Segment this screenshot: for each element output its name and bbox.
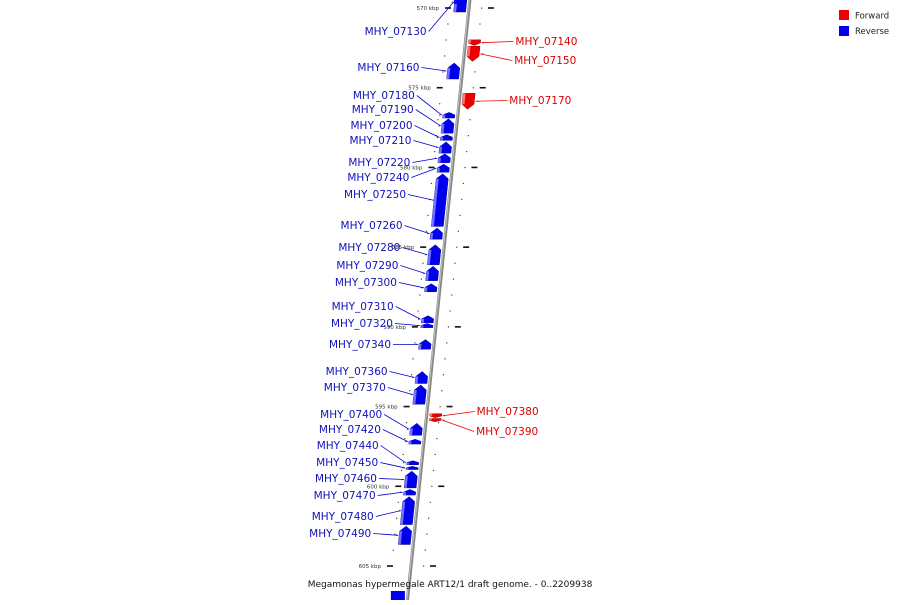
- gene-feature[interactable]: [444, 63, 459, 79]
- gene-label[interactable]: MHY_07370: [324, 382, 413, 395]
- gene-label[interactable]: MHY_07310: [332, 301, 421, 319]
- legend-reverse-swatch: [839, 26, 849, 36]
- gene-label-text[interactable]: MHY_07220: [348, 157, 410, 169]
- gene-label-text[interactable]: MHY_07320: [331, 318, 393, 330]
- genome-caption: Megamonas hypermegale ART12/1 draft geno…: [308, 580, 593, 590]
- gene-label-text[interactable]: MHY_07400: [320, 409, 382, 421]
- gene-feature[interactable]: [399, 497, 414, 525]
- ruler-tick-label: 605 kbp: [359, 564, 382, 570]
- gene-label-text[interactable]: MHY_07300: [335, 277, 397, 289]
- gene-label[interactable]: MHY_07220: [348, 157, 437, 169]
- gene-label[interactable]: MHY_07320: [331, 318, 420, 330]
- gene-label[interactable]: MHY_07470: [314, 490, 403, 502]
- gene-label[interactable]: MHY_07170: [475, 95, 571, 107]
- gene-label-text[interactable]: MHY_07150: [514, 55, 576, 67]
- gene-label[interactable]: MHY_07380: [443, 406, 539, 418]
- gene-label-text[interactable]: MHY_07280: [338, 242, 400, 254]
- gene-label-text[interactable]: MHY_07440: [317, 440, 379, 452]
- gene-label-text[interactable]: MHY_07290: [336, 260, 398, 272]
- gene-label-text[interactable]: MHY_07370: [324, 382, 386, 394]
- gene-label-text[interactable]: MHY_07470: [314, 490, 376, 502]
- gene-label-text[interactable]: MHY_07210: [349, 135, 411, 147]
- gene-label-text[interactable]: MHY_07180: [353, 90, 415, 102]
- gene-label[interactable]: MHY_07360: [326, 366, 415, 378]
- gene-feature[interactable]: [425, 245, 440, 265]
- gene-label-text[interactable]: MHY_07170: [509, 95, 571, 107]
- gene-label-text[interactable]: MHY_07480: [312, 511, 374, 523]
- gene-label[interactable]: MHY_07250: [344, 189, 433, 201]
- gene-label[interactable]: MHY_07450: [316, 457, 405, 469]
- gene-label[interactable]: MHY_07420: [319, 424, 408, 442]
- gene-label[interactable]: MHY_07390: [442, 420, 538, 438]
- gene-label[interactable]: MHY_07160: [357, 62, 446, 74]
- gene-label[interactable]: MHY_07490: [309, 528, 398, 540]
- gene-label[interactable]: MHY_07460: [315, 473, 404, 485]
- gene-label-text[interactable]: MHY_07250: [344, 189, 406, 201]
- gene-label-text[interactable]: MHY_07310: [332, 301, 394, 313]
- gene-label[interactable]: MHY_07480: [312, 511, 401, 523]
- gene-label[interactable]: MHY_07290: [336, 260, 425, 273]
- gene-label[interactable]: MHY_07260: [341, 220, 430, 234]
- gene-feature[interactable]: [423, 266, 438, 280]
- gene-label-text[interactable]: MHY_07260: [341, 220, 403, 232]
- gene-label[interactable]: MHY_07140: [481, 36, 577, 48]
- gene-label[interactable]: MHY_07300: [335, 277, 424, 289]
- gene-label-text[interactable]: MHY_07390: [476, 426, 538, 438]
- gene-feature[interactable]: [396, 526, 411, 544]
- gene-feature-offscreen-bottom: [391, 591, 405, 600]
- gene-label-text[interactable]: MHY_07460: [315, 473, 377, 485]
- gene-label[interactable]: MHY_07340: [329, 339, 418, 351]
- gene-label-text[interactable]: MHY_07420: [319, 424, 381, 436]
- ruler-tick-label: 570 kbp: [417, 6, 440, 12]
- gene-label-text[interactable]: MHY_07360: [326, 366, 388, 378]
- gene-label-text[interactable]: MHY_07450: [316, 457, 378, 469]
- gene-label-text[interactable]: MHY_07140: [515, 36, 577, 48]
- gene-label-text[interactable]: MHY_07200: [351, 120, 413, 132]
- ruler-tick: 575 kbp: [408, 86, 485, 92]
- ruler-tick: 595 kbp: [375, 405, 452, 411]
- gene-label-text[interactable]: MHY_07490: [309, 528, 371, 540]
- gene-label-text[interactable]: MHY_07240: [347, 172, 409, 184]
- gene-labels[interactable]: MHY_07130 MHY_07140 MHY_07150 MHY_07160 MHY_…: [309, 2, 577, 540]
- gene-feature-offscreen-top: [454, 0, 466, 4]
- gene-label[interactable]: MHY_07210: [349, 135, 438, 148]
- legend: Forward Reverse: [839, 10, 889, 37]
- legend-forward-swatch: [839, 10, 849, 20]
- legend-forward-label: Forward: [855, 12, 889, 22]
- gene-label[interactable]: MHY_07240: [347, 168, 436, 184]
- gene-label-text[interactable]: MHY_07380: [477, 406, 539, 418]
- gene-label-text[interactable]: MHY_07130: [365, 26, 427, 38]
- gene-feature[interactable]: [402, 471, 417, 488]
- gene-label-text[interactable]: MHY_07190: [352, 104, 414, 116]
- gene-label-text[interactable]: MHY_07160: [357, 62, 419, 74]
- gene-feature[interactable]: [438, 119, 453, 133]
- gene-feature[interactable]: [411, 385, 426, 404]
- gene-label[interactable]: MHY_07130: [365, 2, 454, 38]
- legend-reverse-label: Reverse: [855, 27, 889, 37]
- ruler-tick: 605 kbp: [359, 564, 436, 570]
- gene-label-text[interactable]: MHY_07340: [329, 339, 391, 351]
- gene-label[interactable]: MHY_07150: [480, 54, 576, 67]
